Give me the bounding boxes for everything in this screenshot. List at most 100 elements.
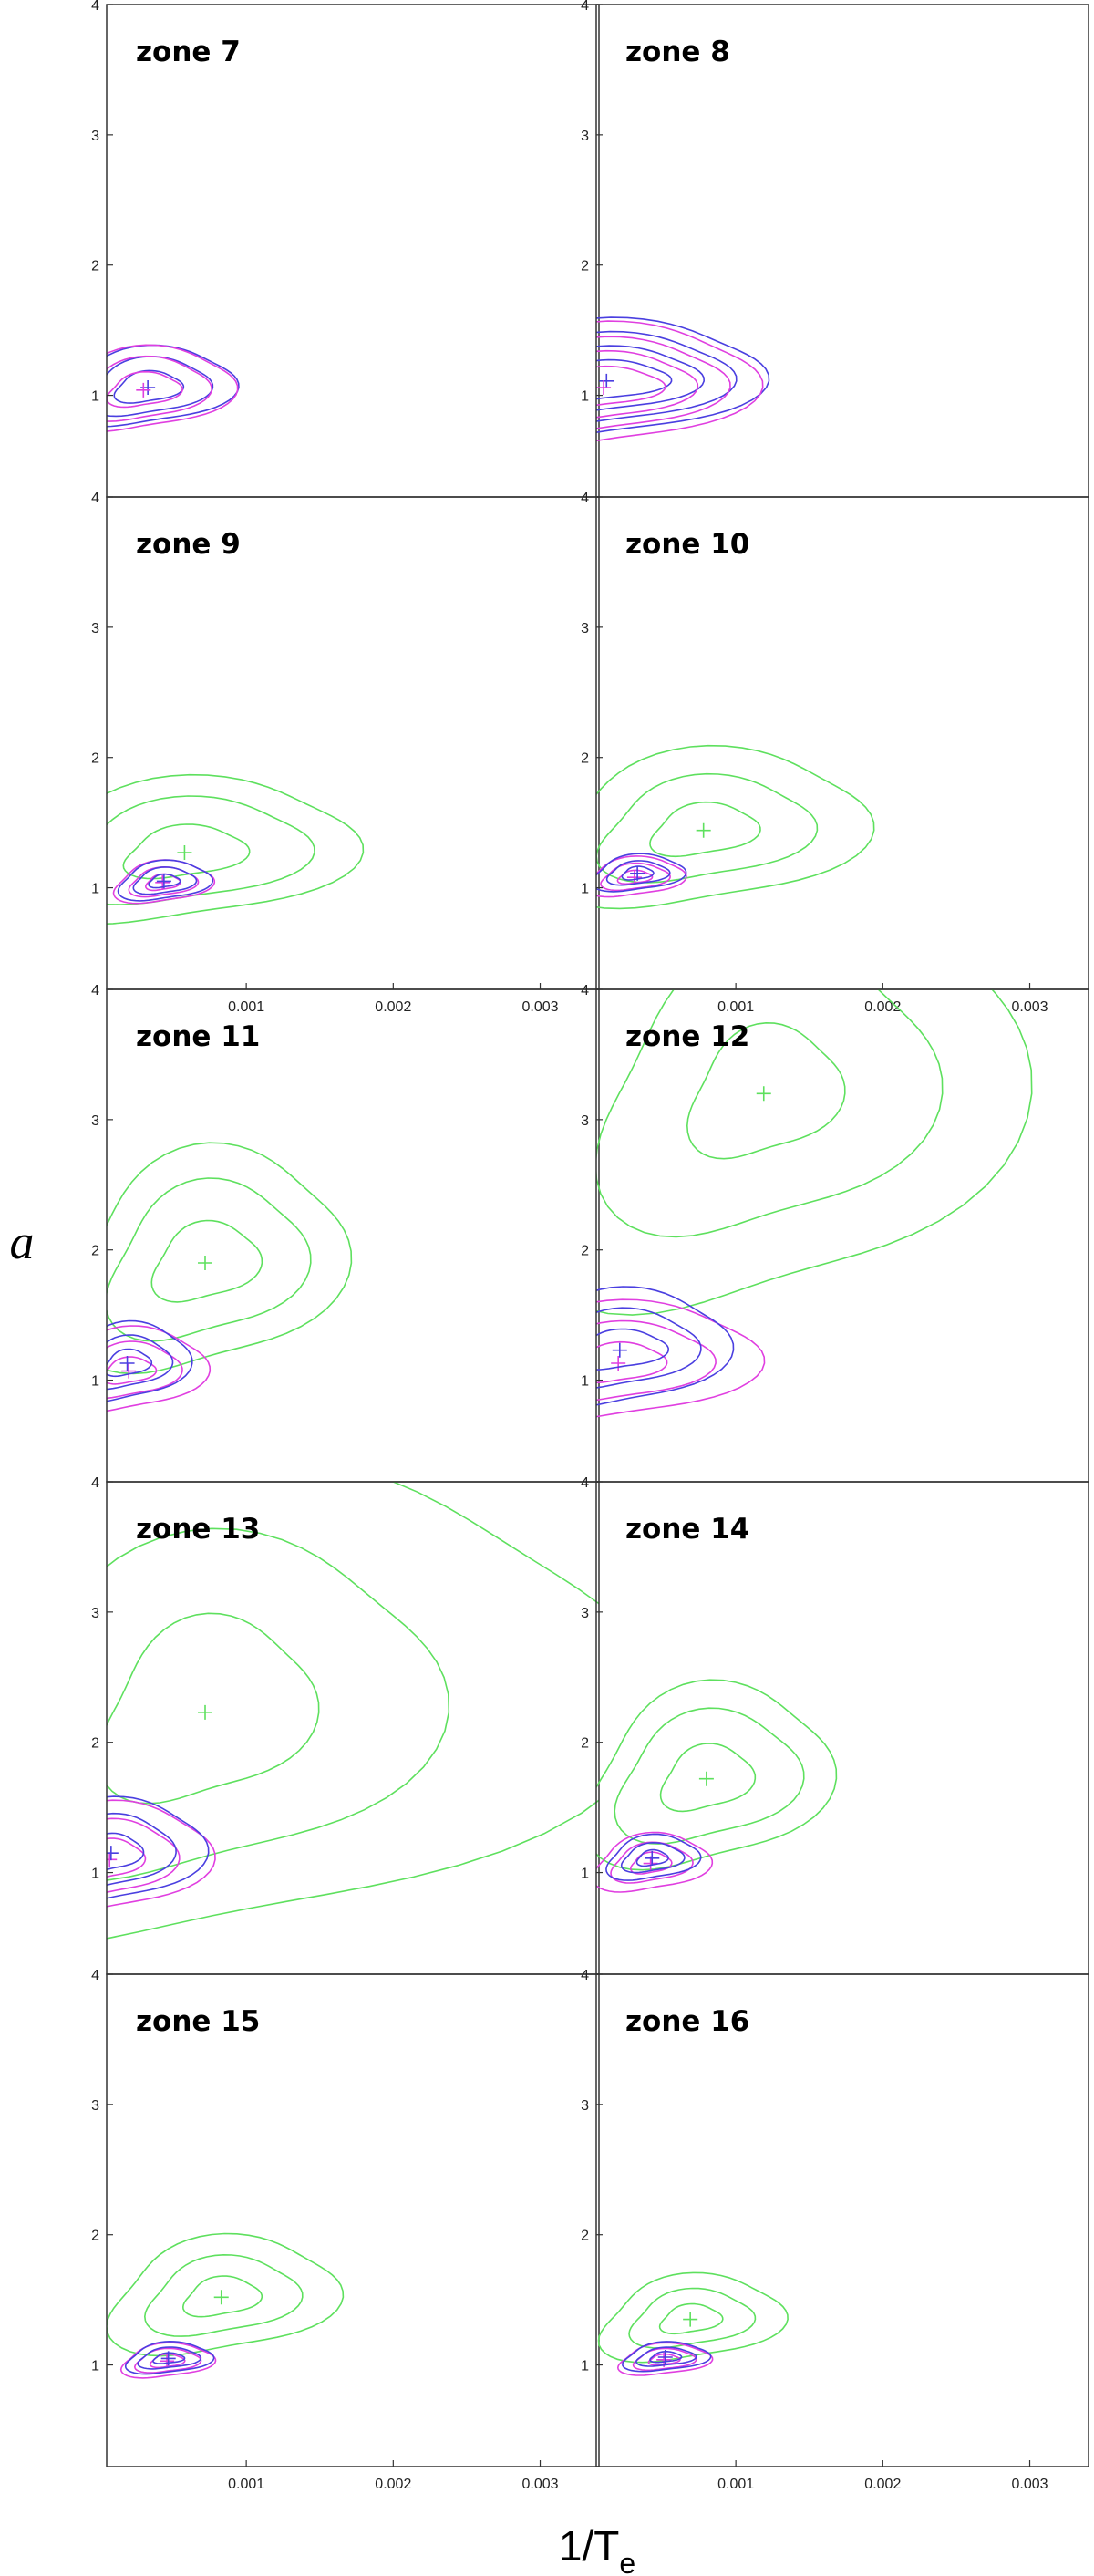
x-tick-label: 0.001: [717, 999, 754, 1015]
contour-line: [616, 869, 654, 885]
center-marker: [198, 1704, 212, 1720]
contour-line: [122, 823, 251, 880]
y-tick-label: 3: [91, 1606, 99, 1621]
contour-line: [635, 1848, 669, 1867]
contour-line: [596, 989, 944, 1238]
contour-line: [628, 2287, 757, 2349]
x-tick-label: 0.003: [521, 2477, 558, 2492]
contour-line: [107, 1348, 153, 1378]
y-tick-label: 4: [91, 0, 99, 14]
contour-line: [107, 1812, 177, 1887]
panel: zone 14 1 2 3 4: [581, 1475, 1089, 1975]
x-tick-label: 0.003: [1011, 999, 1048, 1015]
center-marker: [696, 822, 711, 838]
contour-line: [605, 1833, 702, 1881]
contour-line: [596, 1319, 717, 1402]
contour-line: [107, 1482, 599, 1940]
y-tick-label: 3: [581, 1606, 589, 1621]
contour-line: [620, 1841, 686, 1874]
y-tick-label: 2: [91, 259, 99, 274]
contour-line: [596, 336, 731, 429]
panel-frame: [595, 1481, 1089, 1975]
panel: zone 15 1 2 3 4 0.001 0.002 0.003: [91, 1968, 600, 2492]
contour-line: [629, 1851, 673, 1875]
y-tick-label: 3: [581, 1113, 589, 1129]
center-marker: [121, 1363, 137, 1379]
contour-line: [596, 320, 764, 442]
y-tick-label: 3: [91, 2098, 99, 2114]
contour-line: [107, 1177, 312, 1342]
contour-line: [143, 2253, 304, 2337]
center-marker: [213, 2290, 229, 2305]
y-tick-label: 1: [581, 2359, 589, 2374]
y-tick-label: 3: [581, 621, 589, 636]
center-marker: [599, 373, 614, 388]
x-tick-label: 0.003: [1011, 2477, 1048, 2492]
contour-line: [596, 1307, 702, 1389]
contour-line: [107, 1817, 181, 1894]
y-tick-label: 2: [91, 1736, 99, 1752]
panel-title: zone 8: [625, 36, 730, 68]
panel: zone 9 1 2 3 4 0.001 0.002 0.003: [91, 491, 600, 1015]
contour-line: [596, 1679, 838, 1871]
contour-line: [596, 345, 706, 411]
y-tick-label: 2: [581, 751, 589, 767]
x-tick-label: 0.002: [375, 2477, 411, 2492]
y-tick-label: 4: [581, 983, 589, 998]
contour-line: [596, 316, 770, 433]
contour-line: [596, 744, 875, 910]
plot-area: [107, 2232, 345, 2379]
x-tick-label: 0.002: [375, 999, 411, 1015]
y-tick-label: 3: [91, 129, 99, 144]
contour-line: [107, 1142, 353, 1375]
contour-line: [107, 356, 214, 418]
y-tick-label: 2: [581, 259, 589, 274]
plot-area: [596, 744, 875, 910]
panel: zone 16 1 2 3 4 0.001 0.002 0.003: [581, 1968, 1089, 2492]
panel-title: zone 12: [625, 1020, 749, 1053]
contour-line: [107, 370, 183, 409]
center-marker: [198, 1256, 212, 1270]
panel-frame: [595, 496, 1089, 990]
panel: zone 11 1 2 3 4: [91, 983, 600, 1483]
contour-line: [107, 1334, 174, 1391]
y-tick-label: 1: [581, 389, 589, 405]
y-tick-label: 1: [91, 882, 99, 897]
x-axis-label-main: 1/T: [559, 2522, 619, 2570]
contour-line: [107, 2232, 345, 2357]
x-tick-label: 0.001: [228, 2477, 264, 2492]
center-marker: [756, 1086, 771, 1102]
contour-line: [107, 1837, 147, 1878]
contour-line: [181, 2275, 263, 2318]
contour-line: [596, 855, 687, 898]
contour-line: [621, 2341, 712, 2373]
center-marker: [611, 1356, 626, 1371]
contour-line: [596, 1328, 670, 1371]
center-marker: [612, 1342, 627, 1358]
contour-line: [596, 1340, 668, 1384]
panel-title: zone 9: [136, 528, 241, 561]
center-marker: [107, 1846, 119, 1861]
contour-line: [107, 1612, 320, 1805]
contour-line: [596, 349, 699, 419]
plot-area: [107, 1142, 353, 1412]
contour-line: [150, 1219, 263, 1303]
x-tick-label: 0.002: [864, 999, 901, 1015]
panel: zone 8 1 2 3 4: [581, 0, 1089, 498]
contour-line: [597, 2271, 789, 2364]
contour-line: [600, 862, 671, 892]
y-tick-label: 4: [91, 491, 99, 506]
panel-frame: [595, 988, 1089, 1483]
contour-line: [596, 358, 673, 400]
x-tick-label: 0.002: [864, 2477, 901, 2492]
contour-line: [596, 853, 687, 893]
contour-line: [107, 344, 240, 428]
panel-title: zone 14: [625, 1513, 749, 1546]
y-tick-label: 3: [581, 2098, 589, 2114]
contour-line: [614, 1707, 805, 1845]
y-tick-label: 4: [91, 983, 99, 998]
contour-line: [107, 1340, 183, 1400]
x-tick-label: 0.001: [717, 2477, 754, 2492]
x-axis-label: 1/Te: [559, 2522, 635, 2576]
plot-area: [596, 1679, 838, 1893]
